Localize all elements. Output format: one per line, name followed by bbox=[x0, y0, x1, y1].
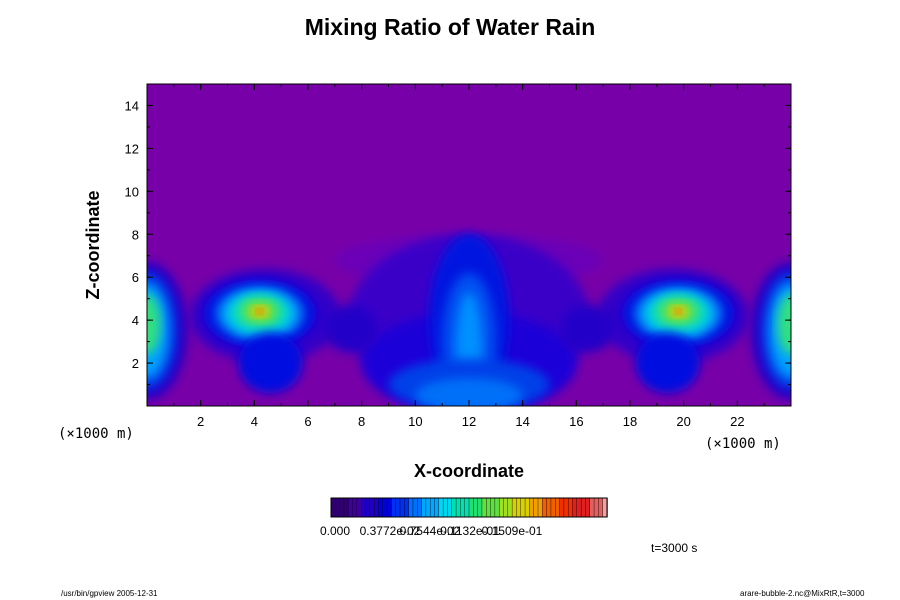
x-tick-label: 14 bbox=[515, 414, 529, 429]
colorbar-tick-label: 0.000 bbox=[320, 524, 350, 538]
x-unit-right: (×1000 m) bbox=[705, 436, 781, 452]
x-tick-label: 22 bbox=[730, 414, 744, 429]
y-axis: 2 4 6 8 10 12 14 bbox=[125, 98, 791, 386]
x-unit-left: (×1000 m) bbox=[58, 426, 134, 442]
colorbar bbox=[330, 497, 608, 518]
x-axis: 2 4 6 8 10 12 14 16 18 20 22 bbox=[173, 84, 765, 429]
rain-field bbox=[147, 234, 791, 406]
x-tick-label: 18 bbox=[623, 414, 637, 429]
x-tick-label: 8 bbox=[358, 414, 365, 429]
y-axis-label: Z-coordinate bbox=[83, 190, 103, 299]
x-tick-label: 2 bbox=[197, 414, 204, 429]
colorbar-tick-label: 0.1509e-01 bbox=[482, 524, 543, 538]
y-tick-label: 6 bbox=[132, 270, 139, 285]
x-tick-label: 10 bbox=[408, 414, 422, 429]
y-tick-label: 12 bbox=[125, 141, 139, 156]
colorbar-labels: 0.000 0.3772e-020.7544e-020.1132e-010.150… bbox=[320, 524, 543, 538]
time-label: t=3000 s bbox=[651, 541, 698, 555]
y-tick-label: 4 bbox=[132, 313, 139, 328]
y-tick-label: 10 bbox=[125, 184, 139, 199]
y-tick-label: 2 bbox=[132, 356, 139, 371]
colorbar-tick-label: 0.3772e-02 bbox=[360, 524, 421, 538]
x-tick-label: 20 bbox=[676, 414, 690, 429]
footer-left: /usr/bin/gpview 2005-12-31 bbox=[61, 589, 158, 598]
footer-right: arare-bubble-2.nc@MixRtR,t=3000 bbox=[740, 589, 865, 598]
y-tick-label: 8 bbox=[132, 227, 139, 242]
colorbar-tick-label: 0.7544e-02 bbox=[400, 524, 461, 538]
chart-title: Mixing Ratio of Water Rain bbox=[304, 14, 596, 40]
y-tick-label: 14 bbox=[125, 98, 139, 113]
x-axis-label: X-coordinate bbox=[414, 461, 524, 481]
x-tick-label: 12 bbox=[462, 414, 476, 429]
colorbar-tick-label: 0.1132e-01 bbox=[440, 524, 500, 538]
x-tick-label: 16 bbox=[569, 414, 583, 429]
x-tick-label: 4 bbox=[251, 414, 258, 429]
x-tick-label: 6 bbox=[304, 414, 311, 429]
